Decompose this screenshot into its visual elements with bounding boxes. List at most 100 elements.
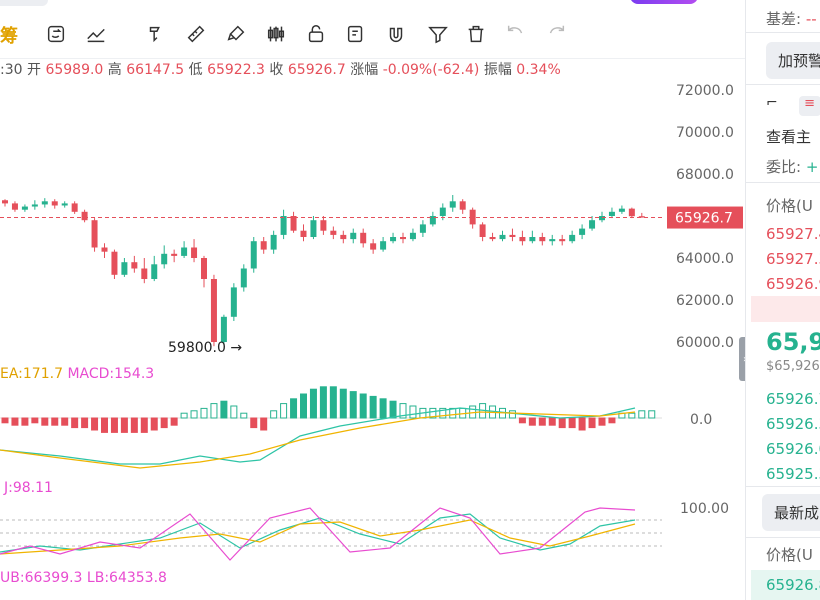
last-price: 65,92 <box>766 328 820 356</box>
candle-body <box>61 203 68 206</box>
candle-body <box>41 201 48 205</box>
orderbook-icon[interactable]: ≡ <box>798 96 820 116</box>
high-value: 66147.5 <box>126 62 185 78</box>
macd-hist-bar <box>329 386 337 419</box>
candle-body <box>509 234 516 237</box>
candle-body <box>171 253 178 256</box>
macd-hist-bar <box>230 405 238 419</box>
bid-price[interactable]: 65925.3 <box>766 465 820 483</box>
candle-body <box>91 220 98 248</box>
candle-body <box>429 216 436 225</box>
candle-body <box>360 232 367 244</box>
trash-icon[interactable] <box>462 20 490 48</box>
filter-icon[interactable] <box>424 20 452 48</box>
boll-lb: LB:64353.8 <box>86 570 167 586</box>
macd-hist-bar <box>200 407 208 419</box>
bid-price[interactable]: 65926.0 <box>766 440 820 458</box>
candle-body <box>151 264 158 279</box>
candle-body <box>280 216 287 235</box>
macd-hist-bar <box>608 417 616 424</box>
price-column-header: 价格(U <box>766 197 813 215</box>
redo-icon[interactable] <box>542 20 570 48</box>
latest-trades-tab[interactable]: 最新成 <box>762 494 820 531</box>
macd-hist-bar <box>389 400 397 419</box>
ruler-icon[interactable] <box>182 20 210 48</box>
candle-body <box>240 268 247 288</box>
ask-price[interactable]: 65926.9 <box>766 275 820 293</box>
macd-hist-bar <box>309 388 317 419</box>
magnet-icon[interactable] <box>382 20 410 48</box>
brush-icon[interactable] <box>222 20 250 48</box>
trade-price: 65926.8 <box>766 576 820 594</box>
macd-hist-bar <box>51 417 59 426</box>
candle-body <box>529 237 536 242</box>
macd-dif-line <box>0 407 636 465</box>
amp-label: 振幅 <box>483 62 512 78</box>
candle-body <box>569 234 576 242</box>
right-panel: 基差: -- 加预警 ⌐ ≡ 查看主 委比: + 价格(U 65927.4 659… <box>745 0 820 600</box>
candle-body <box>51 201 58 206</box>
candle-body <box>300 230 307 237</box>
candle-body <box>81 211 88 221</box>
macd-hist-bar <box>409 405 417 419</box>
candle-body <box>589 220 596 229</box>
close-value: 65926.7 <box>287 62 346 78</box>
low-label: 低 <box>188 62 203 78</box>
candle-body <box>409 232 416 240</box>
candle-body <box>370 243 377 250</box>
undo-icon[interactable] <box>502 20 530 48</box>
candle-body <box>419 224 426 233</box>
macd-hist-bar <box>628 412 636 419</box>
macd-hist-bar <box>270 410 278 419</box>
candle-body <box>310 220 317 237</box>
macd-hist-bar <box>578 417 586 431</box>
candle-body <box>320 220 327 231</box>
macd-hist-bar <box>319 386 327 419</box>
candle-body <box>439 207 446 216</box>
macd-hist-bar <box>548 417 556 426</box>
macd-hist-bar <box>220 400 228 419</box>
candle-body <box>161 253 168 265</box>
promo-button[interactable] <box>630 0 698 4</box>
bid-price[interactable]: 65926.3 <box>766 415 820 433</box>
macd-hist-bar <box>558 417 566 429</box>
settings-doc-icon[interactable] <box>342 20 370 48</box>
macd-dea-line <box>0 411 636 469</box>
candle-body <box>618 208 625 212</box>
tab-chip[interactable] <box>0 0 48 6</box>
macd-hist-bar <box>349 391 357 419</box>
current-price-tag <box>667 206 743 229</box>
price-tick: 72000.0 <box>676 83 734 99</box>
refresh-icon[interactable] <box>42 20 70 48</box>
candle-body <box>628 208 635 217</box>
bid-price[interactable]: 65926.7 <box>766 390 820 408</box>
lock-icon[interactable] <box>302 20 330 48</box>
macd-hist-bar <box>150 417 158 431</box>
macd-hist-bar <box>180 412 188 419</box>
trendline-icon[interactable] <box>82 20 110 48</box>
ohlc-time: :30 <box>0 62 23 78</box>
macd-hist-bar <box>110 417 118 433</box>
ask-price[interactable]: 65927.3 <box>766 250 820 268</box>
add-alert-button[interactable]: 加预警 <box>766 42 820 79</box>
change-value: -0.09%(-62.4) <box>382 62 480 78</box>
macd-hist-bar <box>638 410 646 419</box>
macd-hist-bar <box>508 410 516 419</box>
candle-body <box>539 237 546 242</box>
candles-icon[interactable] <box>262 20 290 48</box>
ask-price[interactable]: 65927.4 <box>766 225 820 243</box>
chat-icon[interactable]: ⌐ <box>766 95 778 111</box>
open-label: 开 <box>26 62 41 78</box>
candle-body <box>250 241 257 269</box>
price-chart[interactable]: 72000.070000.068000.066000.064000.062000… <box>0 78 745 600</box>
candle-body <box>31 204 38 207</box>
high-label: 高 <box>107 62 122 78</box>
panel-icons[interactable]: ⌐ ≡ <box>766 93 820 116</box>
view-main-link[interactable]: 查看主 <box>766 128 812 146</box>
candle-body <box>549 239 556 242</box>
candle-body <box>479 224 486 237</box>
price-tick: 60000.0 <box>676 335 734 351</box>
last-price-usd: $65,926 <box>766 359 820 374</box>
annotation-icon[interactable] <box>142 20 170 48</box>
candle-body <box>2 200 8 204</box>
